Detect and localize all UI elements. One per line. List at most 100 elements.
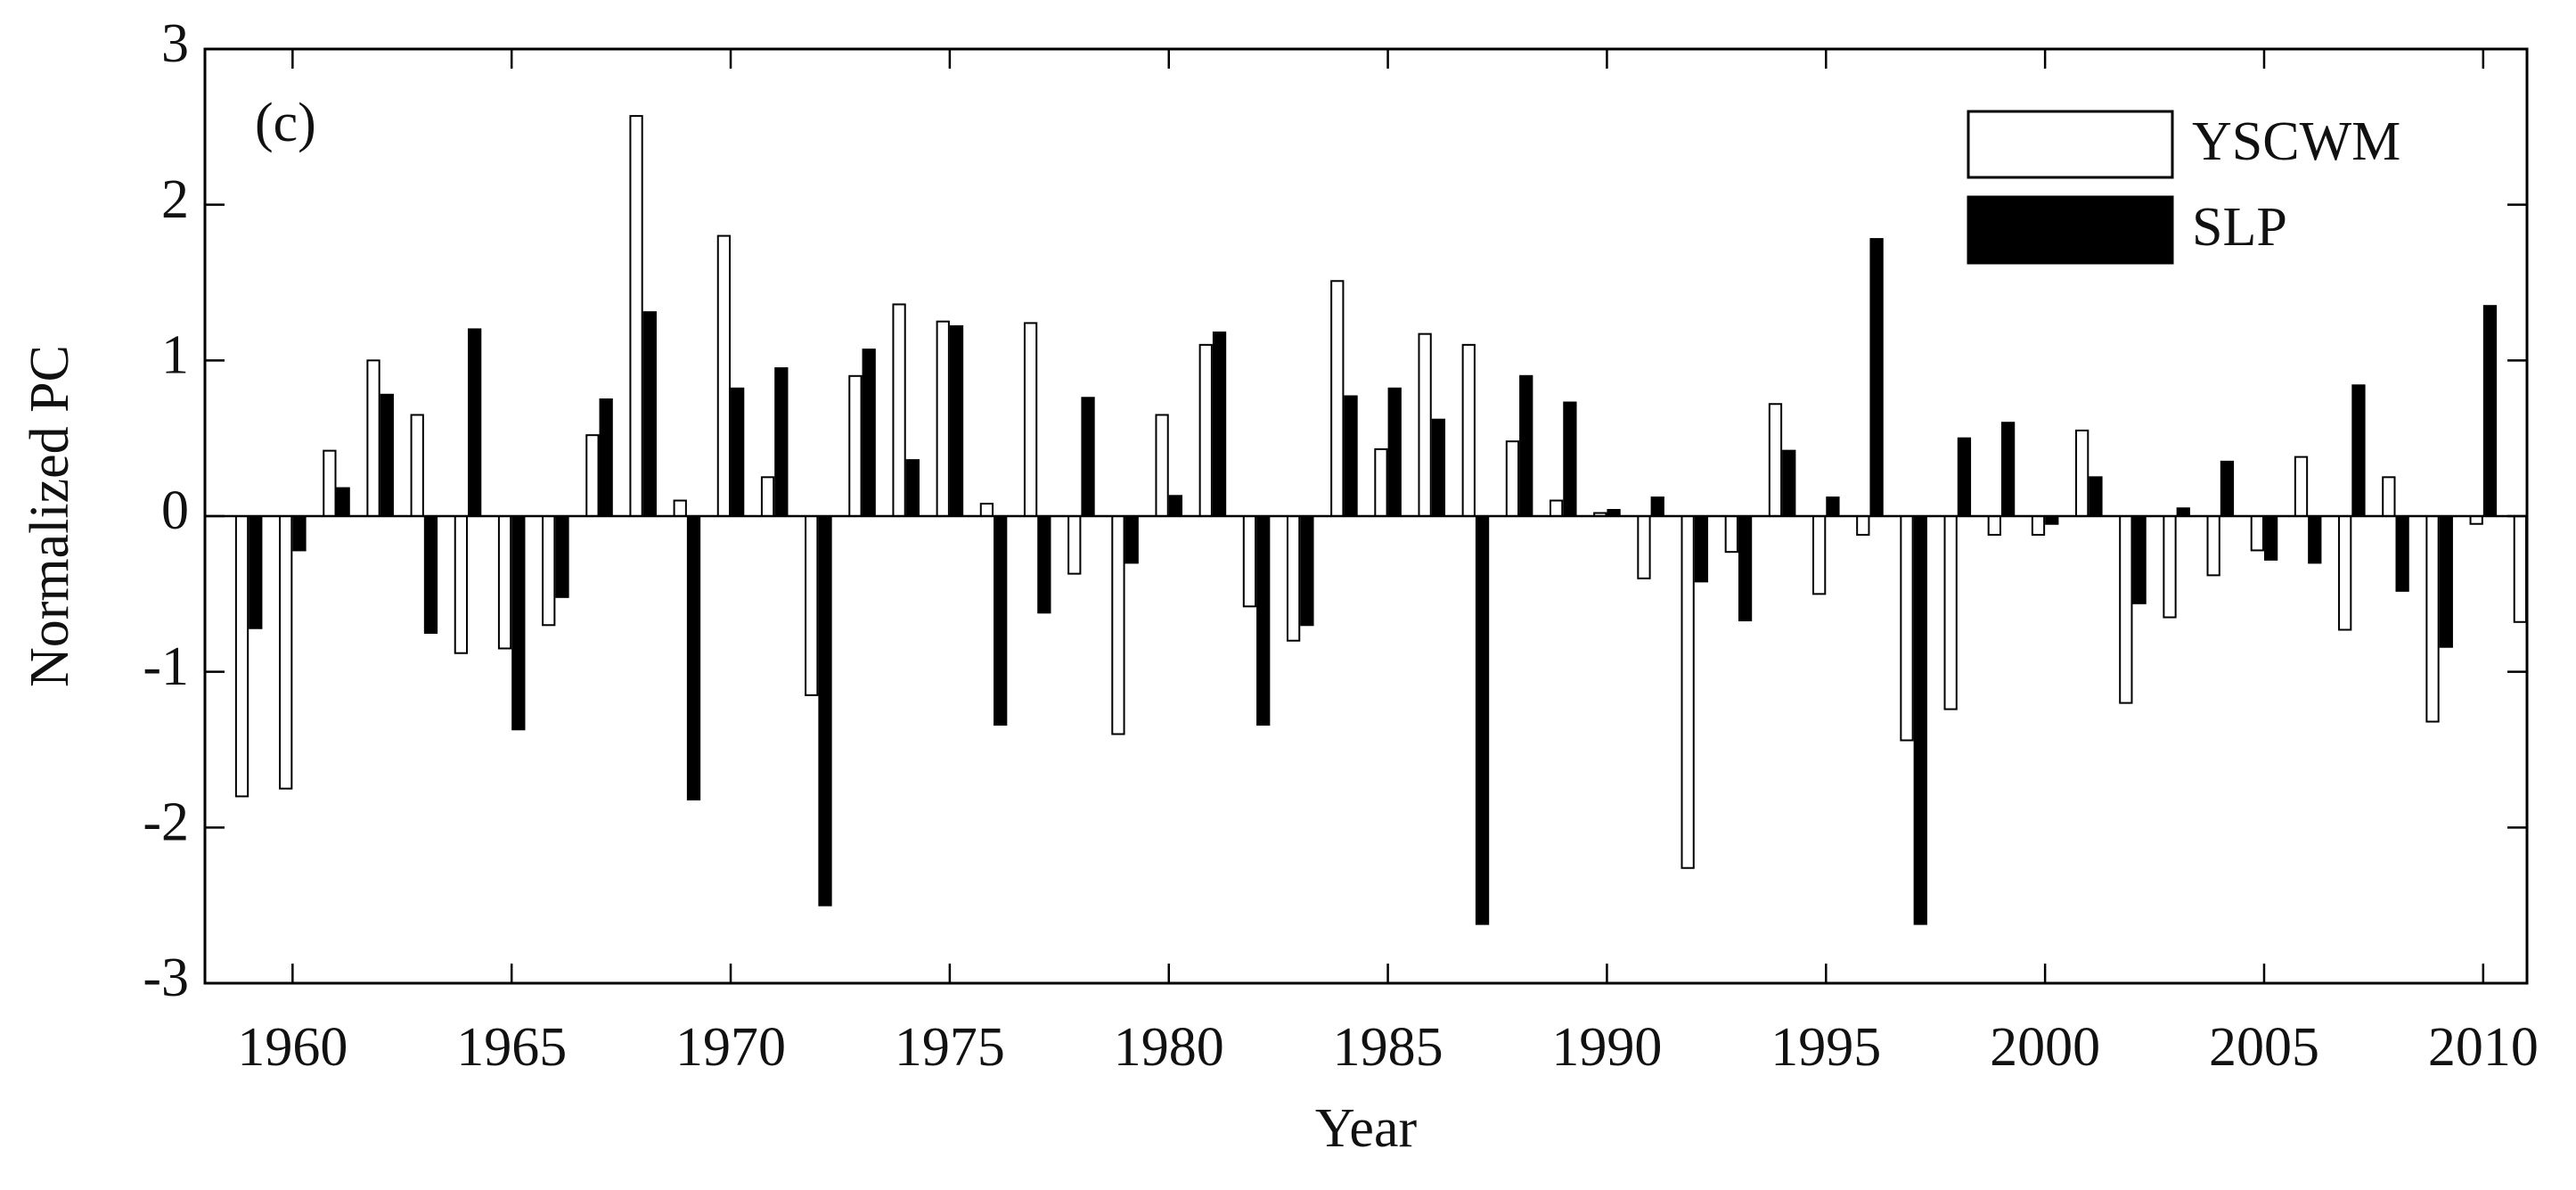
bar — [1475, 515, 1490, 925]
bar — [673, 499, 687, 517]
bar — [1724, 515, 1738, 554]
bar — [1037, 515, 1051, 614]
bar — [1212, 331, 1227, 518]
bar — [1869, 238, 1884, 517]
legend-swatch — [1967, 110, 2174, 179]
bar — [366, 359, 380, 518]
bar — [2308, 515, 2322, 564]
bar — [760, 476, 775, 517]
bar — [2294, 455, 2309, 517]
bar — [1738, 515, 1753, 622]
bar — [1856, 515, 1870, 536]
bar — [1900, 515, 1914, 742]
bar — [1782, 449, 1796, 518]
bar — [1256, 515, 1271, 726]
x-tick-label: 1970 — [675, 1017, 786, 1078]
x-tick-label: 1990 — [1551, 1017, 1662, 1078]
bar — [2469, 515, 2483, 525]
bar — [1505, 440, 1520, 517]
bar — [2513, 515, 2527, 623]
bar — [380, 393, 394, 518]
bar — [1198, 343, 1213, 517]
bar — [731, 387, 745, 518]
bar — [1344, 395, 1358, 517]
x-tick-label: 1995 — [1770, 1017, 1881, 1078]
x-tick-label: 1965 — [456, 1017, 567, 1078]
bar — [2338, 515, 2352, 631]
bar — [2482, 305, 2498, 518]
bar — [716, 234, 732, 517]
bar — [1374, 447, 1388, 518]
bar — [1300, 515, 1314, 627]
bar — [410, 414, 424, 518]
bar — [2075, 429, 2089, 517]
bar — [323, 449, 337, 518]
bar — [2089, 476, 2103, 517]
bar — [949, 324, 964, 518]
bar — [936, 320, 950, 517]
bar — [892, 303, 906, 517]
bar — [1913, 515, 1927, 925]
x-tick-label: 1975 — [895, 1017, 1005, 1078]
bar — [2250, 515, 2264, 552]
x-tick-label: 2010 — [2428, 1017, 2539, 1078]
bar — [1957, 437, 1972, 517]
bar — [1111, 515, 1125, 735]
x-tick-label: 2000 — [1990, 1017, 2100, 1078]
bar — [1168, 495, 1183, 518]
bar — [1387, 387, 1402, 518]
legend-swatch — [1967, 195, 2174, 265]
panel-label: (c) — [255, 93, 316, 153]
x-tick-label: 1980 — [1114, 1017, 1224, 1078]
bar — [279, 515, 293, 790]
bar — [994, 515, 1008, 726]
bar — [862, 349, 876, 517]
bar — [1242, 515, 1257, 608]
bar — [542, 515, 556, 627]
legend-label: SLP — [2192, 197, 2287, 258]
bar — [1943, 515, 1958, 710]
plot-frame — [203, 47, 2529, 985]
bar — [2395, 515, 2409, 592]
bar — [497, 515, 512, 650]
bar — [1155, 414, 1169, 518]
bar — [2176, 507, 2190, 517]
y-axis-label: Normalized PC — [20, 345, 80, 687]
bar — [585, 434, 600, 518]
y-tick-label: -2 — [143, 792, 189, 853]
bar — [1694, 515, 1709, 583]
bar — [1812, 515, 1827, 595]
bar — [1563, 401, 1577, 518]
bar — [686, 515, 701, 800]
bar — [2351, 384, 2366, 517]
bar — [2000, 422, 2016, 518]
y-tick-label: 1 — [161, 325, 189, 386]
y-tick-label: 2 — [161, 169, 189, 230]
bar — [905, 459, 920, 517]
bar — [774, 367, 789, 518]
bar — [1650, 497, 1664, 517]
bar — [2132, 515, 2147, 604]
bar — [2220, 460, 2235, 517]
x-tick-label: 1960 — [237, 1017, 348, 1078]
bar — [468, 328, 482, 517]
bar — [1023, 322, 1038, 517]
bar — [1081, 397, 1095, 517]
bar — [1286, 515, 1301, 642]
y-tick-label: 0 — [161, 480, 189, 541]
bar — [2045, 515, 2059, 525]
bar — [629, 115, 643, 518]
y-tick-label: -3 — [143, 948, 189, 1008]
bar — [818, 515, 832, 907]
bar — [1681, 515, 1695, 869]
bar — [292, 515, 307, 552]
bar — [423, 515, 438, 634]
bar — [2119, 515, 2133, 704]
bar — [1461, 343, 1476, 517]
bar — [1826, 497, 1840, 517]
bar — [1431, 418, 1446, 517]
y-tick-label: -1 — [143, 636, 189, 697]
bar — [642, 311, 657, 518]
